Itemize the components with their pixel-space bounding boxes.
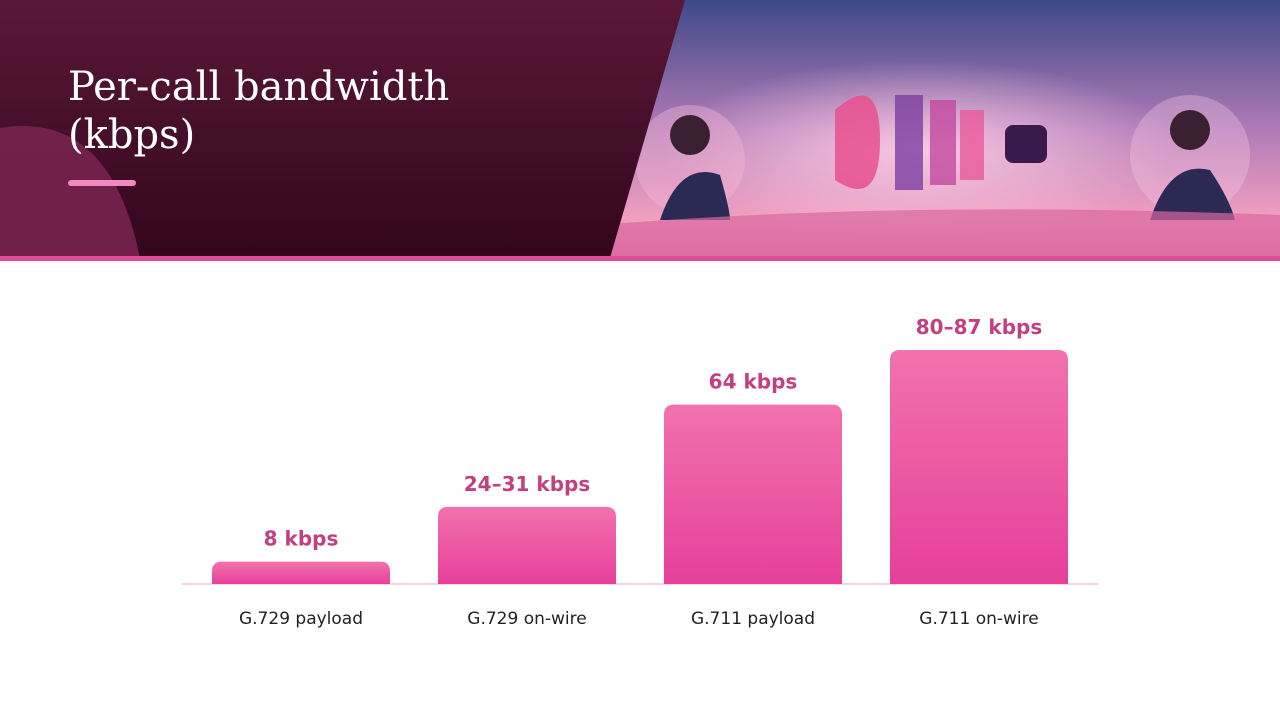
category-label: G.729 on-wire xyxy=(467,609,586,629)
value-label: 24–31 kbps xyxy=(464,472,590,496)
header-panel xyxy=(0,0,685,259)
slide-title: Per-call bandwidth (kbps) xyxy=(68,64,449,158)
bar xyxy=(664,404,842,584)
value-label: 80–87 kbps xyxy=(916,315,1042,339)
category-label: G.729 payload xyxy=(239,609,363,629)
bar xyxy=(212,561,390,584)
value-label: 64 kbps xyxy=(709,370,798,394)
category-label: G.711 on-wire xyxy=(919,609,1038,629)
bar xyxy=(890,350,1068,584)
header-image xyxy=(600,0,1280,258)
value-label: 8 kbps xyxy=(264,527,339,551)
bar xyxy=(438,506,616,584)
category-label: G.711 payload xyxy=(691,609,815,629)
header-rule xyxy=(0,256,1280,261)
